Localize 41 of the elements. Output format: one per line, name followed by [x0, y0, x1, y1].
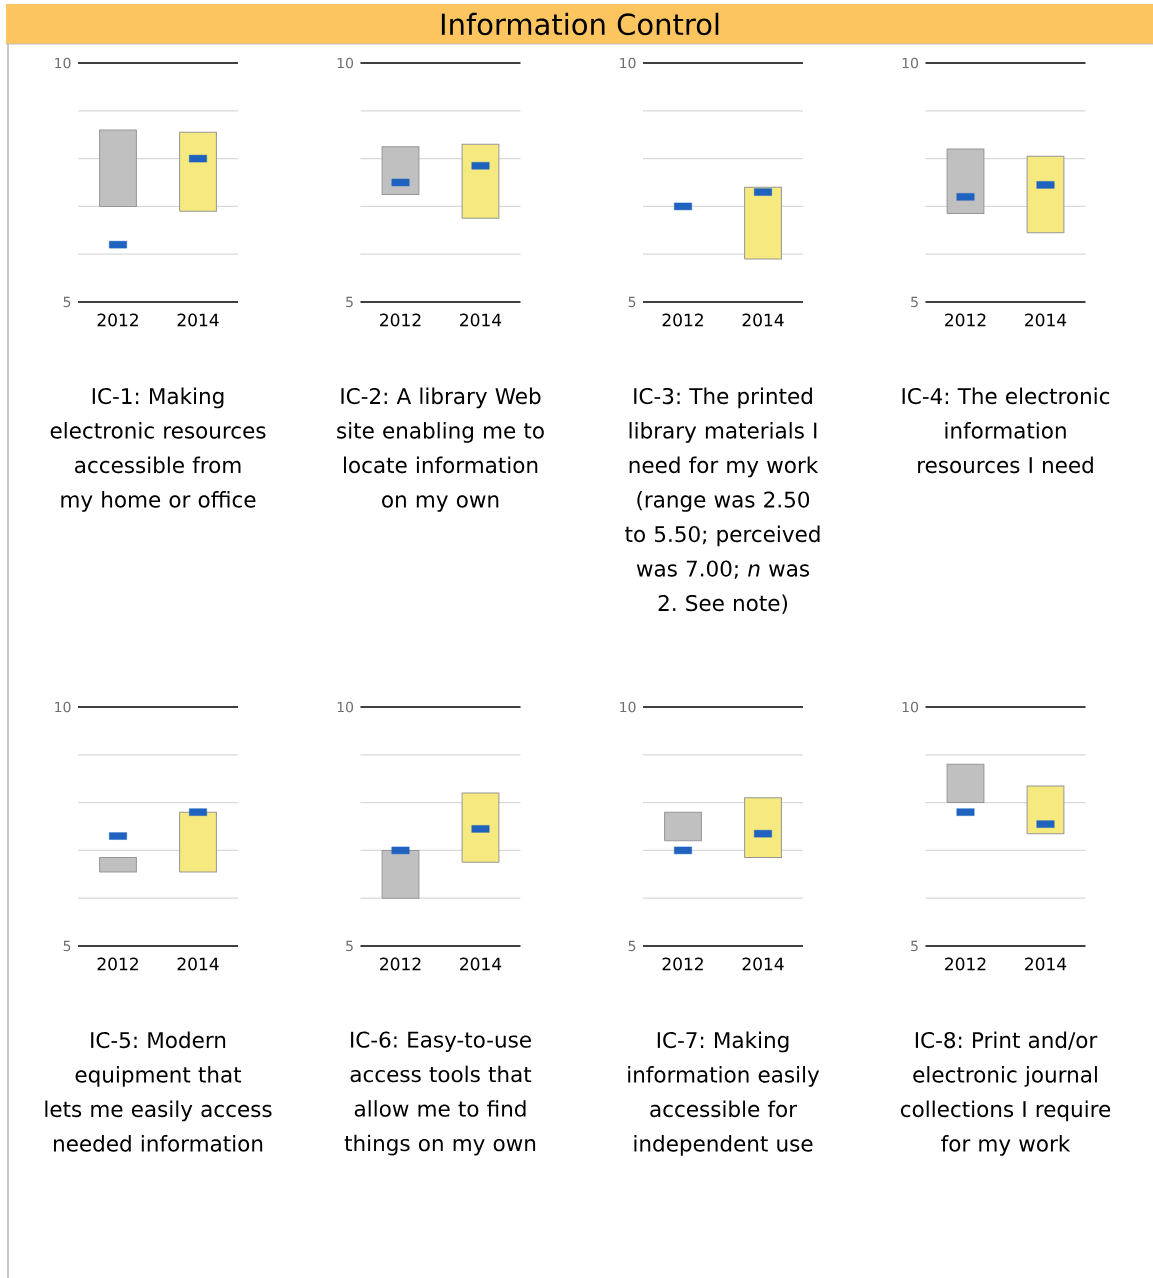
y-tick-label: 5: [628, 296, 636, 308]
x-tick-label: 2012: [945, 313, 986, 327]
y-tick-label: 5: [911, 296, 918, 308]
y-tick-label: 10: [620, 701, 636, 713]
x-tick-label: 2014: [1025, 313, 1067, 327]
x-axis-title: IC-1: Making electronic resources accessible from my home or office: [50, 387, 266, 512]
x-axis-title: IC-5: Modern equipment that lets me easily access needed information: [45, 1031, 272, 1152]
x-tick-label: 2014: [460, 313, 502, 327]
text: Information Control: [441, 12, 719, 36]
x-tick-label: 2012: [380, 957, 421, 971]
x-tick-label: 2012: [97, 313, 138, 327]
x-tick-label: 2012: [380, 313, 421, 327]
y-tick-label: 10: [55, 701, 71, 713]
text: IC-3: The printed library materials I need for my work (range was 2.50 to 5.50; perceived was 7.00; n was 2. See note): [625, 387, 820, 614]
y-tick-label: 10: [620, 57, 636, 69]
x-tick-label: 2012: [97, 957, 138, 971]
y-tick-label: 5: [628, 940, 636, 952]
x-tick-label: 2014: [460, 957, 502, 971]
x-tick-label: 2012: [945, 957, 986, 971]
y-tick-label: 5: [346, 940, 353, 952]
y-tick-label: 5: [63, 940, 71, 952]
x-axis-title: IC-4: The electronic information resources I need: [902, 387, 1110, 474]
x-tick-label: 2014: [742, 313, 784, 327]
x-tick-label: 2014: [177, 957, 219, 971]
x-axis-title: IC-7: Making information easily accessible for independent use: [628, 1031, 820, 1156]
x-tick-label: 2014: [742, 957, 784, 971]
y-tick-label: 10: [902, 701, 919, 713]
x-tick-label: 2012: [662, 313, 703, 327]
y-tick-label: 5: [63, 296, 71, 308]
x-tick-label: 2014: [1025, 957, 1067, 971]
y-tick-label: 10: [902, 57, 919, 69]
x-axis-title: IC-6: Easy-to-use access tools that allow me to find things on my own: [344, 1031, 536, 1156]
x-tick-label: 2012: [662, 957, 703, 971]
x-axis-title: IC-2: A library Web site enabling me to locate information on my own: [337, 387, 544, 512]
y-tick-label: 5: [911, 940, 918, 952]
x-tick-label: 2014: [177, 313, 219, 327]
y-tick-label: 5: [346, 296, 353, 308]
x-axis-title: IC-8: Print and/or electronic journal collections I require for my work: [900, 1031, 1111, 1156]
y-tick-label: 10: [337, 57, 354, 69]
y-tick-label: 10: [337, 701, 354, 713]
y-tick-label: 10: [55, 57, 71, 69]
